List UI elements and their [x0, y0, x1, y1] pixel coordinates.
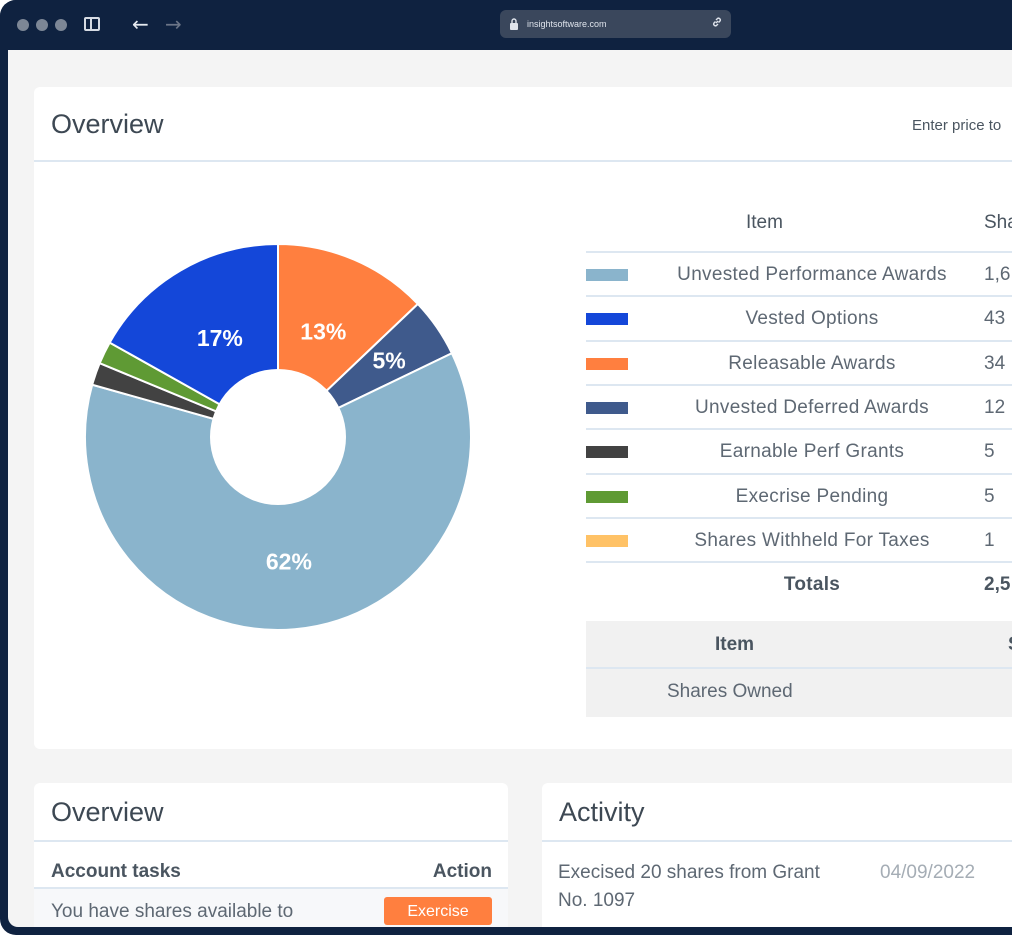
- shares-owned-label: Shares Owned: [667, 681, 793, 702]
- activity-title: Activity: [559, 797, 645, 827]
- legend-value: 1: [984, 529, 995, 551]
- activity-date: 04/09/2022: [880, 862, 976, 883]
- task-row: You have shares available to Exercise: [34, 887, 508, 927]
- legend-swatch: [586, 401, 628, 414]
- legend-swatch: [586, 534, 628, 547]
- legend-value: 1,6: [984, 264, 1011, 285]
- distribution-table: Item Sha Unvested Performance Awards 1,6 V…: [586, 199, 1012, 719]
- activity-entry: Execised 20 shares from Grant No. 1097: [558, 859, 820, 915]
- totals-row: Totals 2,5: [586, 561, 1012, 607]
- sidebar-toggle-icon[interactable]: [84, 17, 100, 31]
- activity-entry-line1: Execised 20 shares from Grant: [558, 862, 820, 883]
- legend-value: 12: [984, 396, 1006, 418]
- owned-table: Item S Shares Owned: [586, 621, 1012, 717]
- legend-row: Unvested Deferred Awards 12: [586, 383, 1012, 430]
- owned-col-second: S: [1008, 634, 1012, 656]
- legend-swatch: [586, 269, 628, 281]
- overview-card-header: Overview Enter price to: [34, 87, 1012, 162]
- browser-toolbar: ← → insightsoftware.com: [0, 0, 1012, 50]
- legend-label: Unvested Performance Awards: [677, 264, 947, 285]
- back-arrow-icon[interactable]: ←: [132, 12, 149, 36]
- col-item-header: Item: [746, 212, 783, 233]
- overview-card: Overview Enter price to 13% 5% 62% 17% Item…: [34, 87, 1012, 749]
- col-account-tasks: Account tasks: [51, 861, 181, 882]
- legend-label: Unvested Deferred Awards: [695, 396, 929, 418]
- price-prompt: Enter price to: [912, 117, 1002, 134]
- url-text: insightsoftware.com: [527, 19, 607, 29]
- legend-value: 5: [984, 441, 995, 463]
- pie-slices: [84, 242, 472, 631]
- forward-arrow-icon[interactable]: →: [165, 12, 182, 36]
- legend-label: Shares Withheld For Taxes: [694, 529, 930, 551]
- legend-row: Execrise Pending 5: [586, 472, 1012, 519]
- pie-labels: 13% 5% 62% 17%: [197, 318, 406, 574]
- legend-value: 34: [984, 352, 1006, 374]
- legend-row: Unvested Performance Awards 1,6: [586, 251, 1012, 297]
- account-tasks-card: Overview Account tasks Action You have s…: [34, 783, 508, 927]
- pie-hole: [210, 369, 346, 505]
- legend-value: 5: [984, 485, 995, 507]
- col-action: Action: [432, 861, 492, 882]
- pie-slice-label: 62%: [266, 549, 312, 575]
- legend-row: Vested Options 43: [586, 295, 1012, 341]
- link-icon[interactable]: [711, 16, 723, 31]
- pie-slice-label: 17%: [197, 325, 243, 351]
- legend-label: Earnable Perf Grants: [719, 441, 905, 463]
- task-text: You have shares available to: [51, 901, 294, 922]
- legend-row: Earnable Perf Grants 5: [586, 428, 1012, 474]
- legend-label: Releasable Awards: [728, 352, 896, 374]
- exercise-button[interactable]: Exercise: [384, 897, 492, 925]
- page-viewport: Overview Enter price to 13% 5% 62% 17% Item…: [8, 50, 1012, 927]
- pie-slice-label: 5%: [372, 347, 405, 373]
- legend-swatch: [586, 490, 628, 503]
- overview-title: Overview: [51, 109, 164, 139]
- totals-label: Totals: [783, 574, 841, 595]
- totals-value: 2,5: [984, 574, 1011, 595]
- legend-label: Execrise Pending: [735, 485, 889, 507]
- col-shares-header: Sha: [984, 212, 1012, 233]
- legend-swatch: [586, 446, 628, 459]
- owned-col-item: Item: [715, 634, 755, 655]
- owned-table-header: Item S: [586, 621, 1012, 669]
- account-tasks-header: Overview: [34, 783, 508, 842]
- address-bar[interactable]: insightsoftware.com: [500, 10, 731, 38]
- legend-swatch: [586, 313, 628, 326]
- pie-chart: 13% 5% 62% 17%: [84, 242, 472, 631]
- pie-slice-label: 13%: [300, 318, 346, 344]
- window-zoom-button[interactable]: [55, 19, 67, 31]
- chain-link-icon: [713, 17, 721, 27]
- window-close-button[interactable]: [17, 19, 29, 31]
- account-tasks-title: Overview: [51, 797, 164, 827]
- window-minimize-button[interactable]: [36, 19, 48, 31]
- legend-row: Releasable Awards 34: [586, 339, 1012, 386]
- activity-header: Activity: [542, 783, 1012, 842]
- legend-swatch: [586, 357, 628, 370]
- activity-entry-line2: No. 1097: [558, 890, 636, 911]
- lock-icon: [510, 18, 518, 30]
- activity-card: Activity Execised 20 shares from Grant N…: [542, 783, 1012, 927]
- legend-row: Shares Withheld For Taxes 1: [586, 516, 1012, 563]
- legend-label: Vested Options: [745, 308, 879, 330]
- legend-value: 43: [984, 308, 1006, 330]
